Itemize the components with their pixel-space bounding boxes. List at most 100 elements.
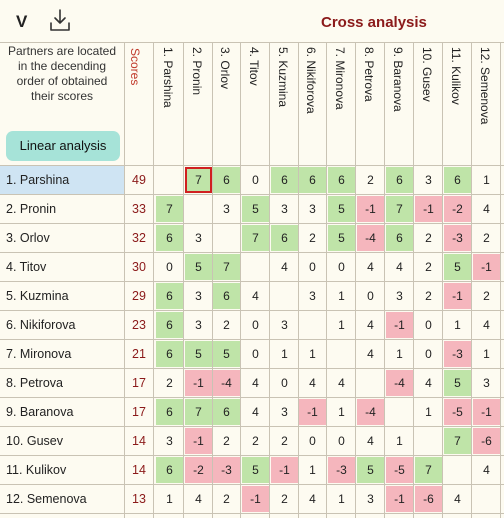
table-cell[interactable]: 0 bbox=[281, 376, 288, 390]
table-cell[interactable]: 6 bbox=[156, 399, 183, 425]
table-cell[interactable]: 3 bbox=[425, 173, 432, 187]
table-cell[interactable]: 3 bbox=[195, 318, 202, 332]
table-cell[interactable]: 1 bbox=[483, 347, 490, 361]
table-cell[interactable]: 3 bbox=[396, 289, 403, 303]
table-cell[interactable]: 7 bbox=[185, 167, 212, 193]
table-cell[interactable]: -1 bbox=[185, 428, 212, 454]
table-cell[interactable]: 2 bbox=[223, 492, 230, 506]
column-header[interactable]: 10. Gusev bbox=[414, 44, 443, 166]
row-name[interactable]: 10. Gusev bbox=[6, 434, 63, 448]
table-cell[interactable]: 5 bbox=[444, 370, 471, 396]
row-name[interactable]: 7. Mironova bbox=[6, 347, 72, 361]
row-name[interactable]: 1. Parshina bbox=[0, 166, 124, 194]
table-cell[interactable]: 6 bbox=[156, 457, 183, 483]
table-cell[interactable]: -1 bbox=[415, 196, 442, 222]
table-cell[interactable]: -4 bbox=[357, 225, 384, 251]
table-cell[interactable]: -2 bbox=[444, 196, 471, 222]
linear-analysis-button[interactable]: Linear analysis bbox=[6, 131, 120, 161]
table-cell[interactable]: 7 bbox=[185, 399, 212, 425]
row-name[interactable]: 2. Pronin bbox=[6, 202, 57, 216]
table-cell[interactable]: 2 bbox=[483, 231, 490, 245]
table-cell[interactable]: 2 bbox=[252, 434, 259, 448]
table-cell[interactable]: 4 bbox=[454, 492, 461, 506]
table-cell[interactable]: 4 bbox=[252, 405, 259, 419]
column-header[interactable]: 9. Baranova bbox=[385, 44, 414, 166]
table-cell[interactable]: 0 bbox=[252, 173, 259, 187]
table-cell[interactable]: 6 bbox=[156, 283, 183, 309]
column-header[interactable]: 5. Kuzmina bbox=[270, 44, 299, 166]
row-name[interactable]: 6. Nikiforova bbox=[6, 318, 76, 332]
table-cell[interactable]: -4 bbox=[213, 370, 240, 396]
table-cell[interactable]: -3 bbox=[328, 457, 355, 483]
column-header[interactable]: 8. Petrova bbox=[356, 44, 385, 166]
table-cell[interactable]: 0 bbox=[309, 260, 316, 274]
table-cell[interactable]: 6 bbox=[271, 167, 298, 193]
table-cell[interactable]: -1 bbox=[299, 399, 326, 425]
row-name[interactable]: 3. Orlov bbox=[6, 231, 50, 245]
table-cell[interactable]: 5 bbox=[242, 457, 269, 483]
table-cell[interactable]: -1 bbox=[242, 486, 269, 512]
table-cell[interactable]: 4 bbox=[252, 289, 259, 303]
table-cell[interactable]: 6 bbox=[271, 225, 298, 251]
table-cell[interactable]: -6 bbox=[415, 486, 442, 512]
column-header[interactable]: 12. Semenova bbox=[472, 44, 501, 166]
table-cell[interactable]: 1 bbox=[309, 463, 316, 477]
table-cell[interactable]: 0 bbox=[252, 347, 259, 361]
table-cell[interactable]: -4 bbox=[357, 399, 384, 425]
table-cell[interactable]: 6 bbox=[156, 341, 183, 367]
table-cell[interactable]: 3 bbox=[281, 405, 288, 419]
table-cell[interactable]: 7 bbox=[386, 196, 413, 222]
table-cell[interactable]: 4 bbox=[483, 202, 490, 216]
table-cell[interactable]: 6 bbox=[386, 225, 413, 251]
table-cell[interactable]: 5 bbox=[185, 254, 212, 280]
row-name[interactable]: 5. Kuzmina bbox=[6, 289, 69, 303]
column-header[interactable]: 2. Pronin bbox=[184, 44, 213, 166]
download-icon[interactable] bbox=[48, 8, 72, 34]
table-cell[interactable]: 0 bbox=[338, 434, 345, 448]
table-cell[interactable]: 0 bbox=[309, 434, 316, 448]
table-cell[interactable]: 3 bbox=[281, 318, 288, 332]
table-cell[interactable]: -3 bbox=[444, 341, 471, 367]
table-cell[interactable]: 1 bbox=[396, 347, 403, 361]
table-cell[interactable]: 6 bbox=[213, 167, 240, 193]
table-cell[interactable]: 3 bbox=[281, 202, 288, 216]
table-cell[interactable]: 5 bbox=[213, 341, 240, 367]
table-cell[interactable]: 7 bbox=[444, 428, 471, 454]
table-cell[interactable]: 4 bbox=[367, 318, 374, 332]
table-cell[interactable]: -1 bbox=[473, 399, 500, 425]
table-cell[interactable]: 3 bbox=[195, 231, 202, 245]
v-button[interactable]: V bbox=[16, 12, 28, 31]
table-cell[interactable]: 4 bbox=[483, 318, 490, 332]
table-cell[interactable]: 4 bbox=[367, 434, 374, 448]
table-cell[interactable]: 0 bbox=[367, 289, 374, 303]
table-cell[interactable]: 4 bbox=[483, 463, 490, 477]
table-cell[interactable]: 4 bbox=[252, 376, 259, 390]
table-cell[interactable]: 6 bbox=[444, 167, 471, 193]
table-cell[interactable]: 4 bbox=[281, 260, 288, 274]
table-cell[interactable]: 1 bbox=[425, 405, 432, 419]
table-cell[interactable]: 2 bbox=[425, 260, 432, 274]
table-cell[interactable]: 5 bbox=[242, 196, 269, 222]
table-cell[interactable]: -2 bbox=[185, 457, 212, 483]
table-cell[interactable]: 2 bbox=[223, 318, 230, 332]
table-cell[interactable]: 4 bbox=[338, 376, 345, 390]
table-cell[interactable]: 3 bbox=[166, 434, 173, 448]
table-cell[interactable]: 5 bbox=[328, 196, 355, 222]
table-cell[interactable]: -3 bbox=[444, 225, 471, 251]
table-cell[interactable]: 6 bbox=[156, 225, 183, 251]
table-cell[interactable]: 7 bbox=[415, 457, 442, 483]
table-cell[interactable]: 3 bbox=[367, 492, 374, 506]
table-cell[interactable]: 2 bbox=[425, 289, 432, 303]
table-cell[interactable]: 2 bbox=[166, 376, 173, 390]
table-cell[interactable]: 6 bbox=[299, 167, 326, 193]
table-cell[interactable]: 4 bbox=[367, 347, 374, 361]
table-cell[interactable]: 2 bbox=[309, 231, 316, 245]
table-cell[interactable]: 2 bbox=[483, 289, 490, 303]
table-cell[interactable]: 7 bbox=[242, 225, 269, 251]
column-header[interactable]: 11. Kulikov bbox=[443, 44, 472, 166]
row-name[interactable]: 11. Kulikov bbox=[6, 463, 67, 477]
table-cell[interactable]: 1 bbox=[338, 492, 345, 506]
table-cell[interactable]: 1 bbox=[338, 318, 345, 332]
table-cell[interactable]: 4 bbox=[309, 376, 316, 390]
table-cell[interactable]: 2 bbox=[367, 173, 374, 187]
